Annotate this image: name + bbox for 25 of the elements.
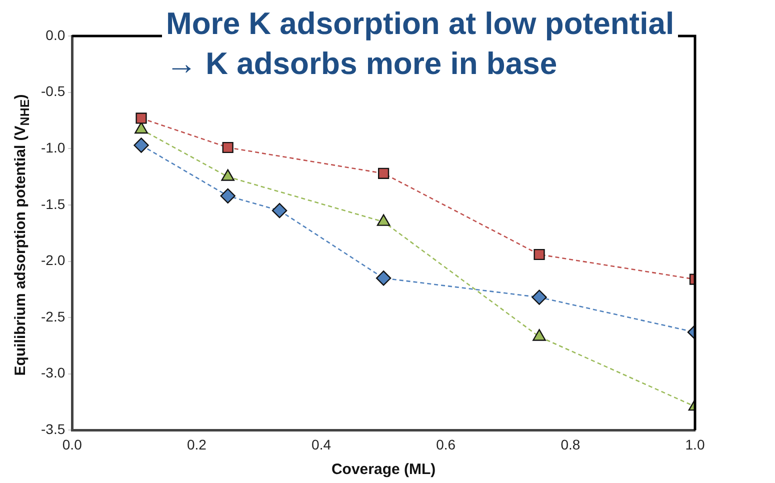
point (134, 138, 149, 153)
y-tick-label: 0.0 (46, 26, 66, 43)
point (220, 188, 236, 204)
x-tick-label: 1.0 (685, 436, 705, 452)
point (532, 290, 547, 305)
point (378, 168, 390, 179)
x-axis-title: Coverage (ML) (331, 461, 436, 478)
y-tick-label: -2.0 (41, 252, 66, 268)
point (272, 202, 288, 218)
point (376, 270, 392, 286)
y-tick-label: -1.5 (41, 196, 66, 212)
y-tick-label: -3.5 (41, 421, 66, 438)
y-tick-label: -2.5 (41, 308, 66, 324)
point (534, 248, 545, 260)
point (222, 142, 234, 154)
x-tick-label: 0.4 (312, 436, 332, 452)
x-tick-label: 0.8 (560, 436, 580, 452)
y-tick-label: -0.5 (41, 83, 66, 100)
x-tick-label: 0.6 (436, 436, 456, 452)
chart-title: More K adsorption at low potential → K adsorbs more in base (162, 4, 678, 84)
x-tick-label: 0.0 (62, 436, 82, 452)
y-tick-label: -1.0 (41, 139, 66, 156)
x-tick-label: 0.2 (186, 436, 207, 452)
y-tick-label: -3.0 (41, 364, 66, 381)
point (136, 112, 147, 124)
